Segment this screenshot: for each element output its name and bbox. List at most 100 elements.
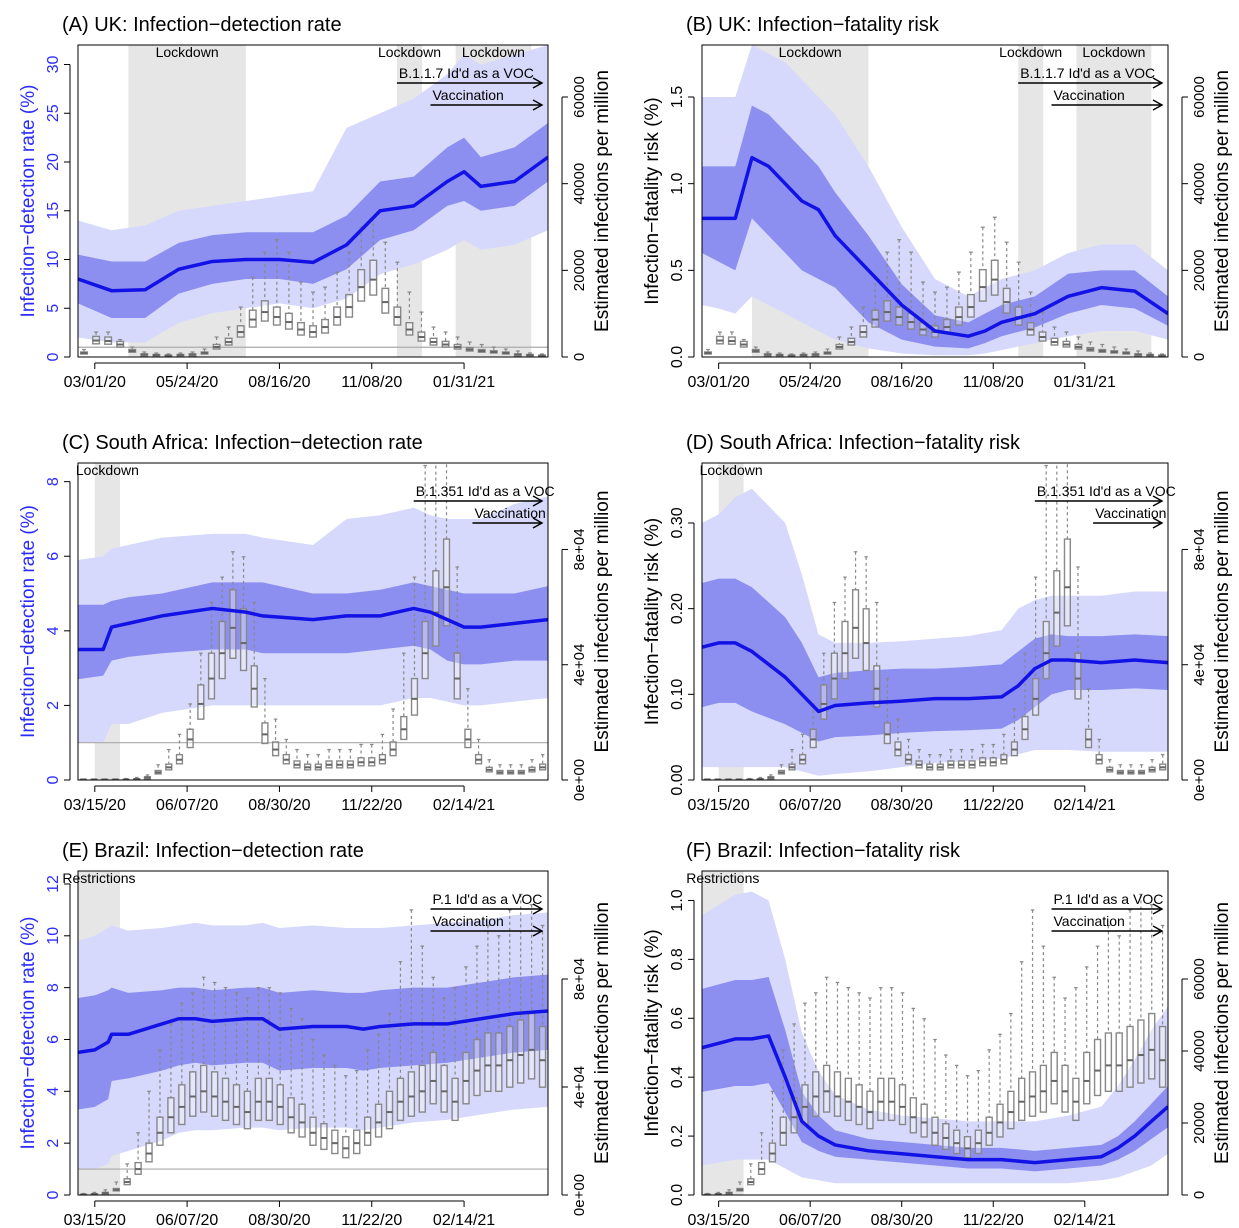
chart-panel-c: (C) South Africa: Infection−detection ra… [18,432,613,814]
shade-label: Lockdown [156,44,219,60]
x-tick-label: 06/07/20 [779,797,841,814]
event-arrow-head [532,77,544,89]
box [820,684,828,720]
chart-panel-b: (B) UK: Infection−fatality risk Lockdown L… [642,14,1233,391]
box [527,1012,536,1080]
box [1050,1051,1058,1105]
box [974,1129,983,1155]
box [145,1142,153,1163]
y-axis-label: Infection−fatality risk (%) [642,929,663,1137]
box [931,1116,939,1146]
box [1032,677,1040,716]
box [464,728,472,749]
box [801,1084,809,1126]
box [407,1071,416,1117]
event-label: P.1 Id'd as a VOC [433,891,543,907]
y2-tick-label: 4e+04 [571,644,588,686]
y2-tick-label: 8e+04 [1191,528,1208,570]
inner-band [702,578,1168,742]
y2-tick-label: 40000 [1191,1030,1208,1072]
median-line [78,155,548,293]
inner-band [702,105,1168,349]
y2-tick-label: 60000 [571,76,588,118]
y-tick-label: 6 [45,552,62,561]
shade-label: Lockdown [378,44,441,60]
box [210,1071,219,1117]
x-tick-label: 03/01/20 [688,374,750,391]
chart-title: (F) Brazil: Infection−fatality risk [686,840,961,862]
box [353,1129,361,1155]
y-axis-label: Infection−detection rate (%) [18,917,39,1150]
box [506,1025,514,1088]
box [276,1084,284,1126]
event-arrow-head [1152,903,1164,915]
box [779,1116,787,1146]
box [167,1097,175,1134]
y-tick-label: 0.2 [669,1125,686,1147]
box [254,1077,263,1122]
box [197,684,205,720]
y-tick-label: 0.20 [669,593,686,624]
x-tick-label: 05/24/20 [779,374,841,391]
box [909,1097,918,1134]
box [1074,652,1082,700]
box [1053,570,1061,647]
x-tick-label: 11/22/20 [341,1212,402,1228]
y-tick-label: 8 [45,477,62,486]
box [1028,1071,1037,1117]
box [400,715,408,741]
box [1148,1012,1156,1080]
box [978,268,987,302]
event-label: B.1.1.7 Id'd as a VOC [399,65,534,81]
y-tick-label: 0.4 [669,1066,686,1088]
y2-axis-label: Estimated infections per million [592,70,613,332]
box [221,1077,230,1122]
y-tick-label: 0.30 [669,507,686,538]
plot-area [702,463,1168,780]
box [495,1032,503,1093]
x-tick-label: 08/30/20 [871,797,933,814]
inner-band [78,582,548,680]
y-axis-label: Infection−fatality risk (%) [642,97,663,305]
event-label: Vaccination [433,87,504,103]
shade-label: Lockdown [779,44,842,60]
box [298,1103,306,1138]
box [942,1123,950,1151]
box [345,293,354,318]
box [440,1064,448,1113]
event-arrow-head [532,99,544,111]
box [453,652,461,700]
y2-tick-label: 40000 [571,163,588,205]
box [952,1129,961,1155]
box [873,665,881,708]
y2-tick-label: 0 [1191,1191,1208,1199]
x-tick-label: 11/22/20 [963,797,1024,814]
box [887,1077,896,1122]
box [920,1103,928,1138]
box [462,1051,470,1105]
box [207,652,216,700]
y-axis-label: Infection−detection rate (%) [18,85,39,318]
y2-tick-label: 4e+04 [571,1066,588,1108]
plot-area [78,463,548,780]
event-label: B.1.351 Id'd as a VOC [1037,483,1176,499]
x-tick-label: 02/14/21 [1054,797,1116,814]
plot-frame [701,462,1169,781]
plot-area [78,45,548,357]
chart-title: (A) UK: Infection−detection rate [62,14,342,36]
box [1137,1019,1145,1084]
median-line [78,606,548,652]
x-tick-label: 01/31/21 [1054,374,1116,391]
x-tick-label: 08/16/20 [248,374,310,391]
chart-title: (B) UK: Infection−fatality risk [686,14,940,36]
y-tick-label: 20 [45,153,62,171]
y-tick-label: 2 [45,1139,62,1148]
y-axis-label: Infection−fatality risk (%) [642,518,663,726]
y2-tick-label: 8e+04 [571,958,588,1000]
box [768,1142,777,1163]
y-tick-label: 0.0 [669,1184,686,1206]
y-tick-label: 2 [45,701,62,710]
box [1042,620,1050,680]
x-tick-label: 03/01/20 [64,374,126,391]
shade-label: Lockdown [700,462,763,478]
